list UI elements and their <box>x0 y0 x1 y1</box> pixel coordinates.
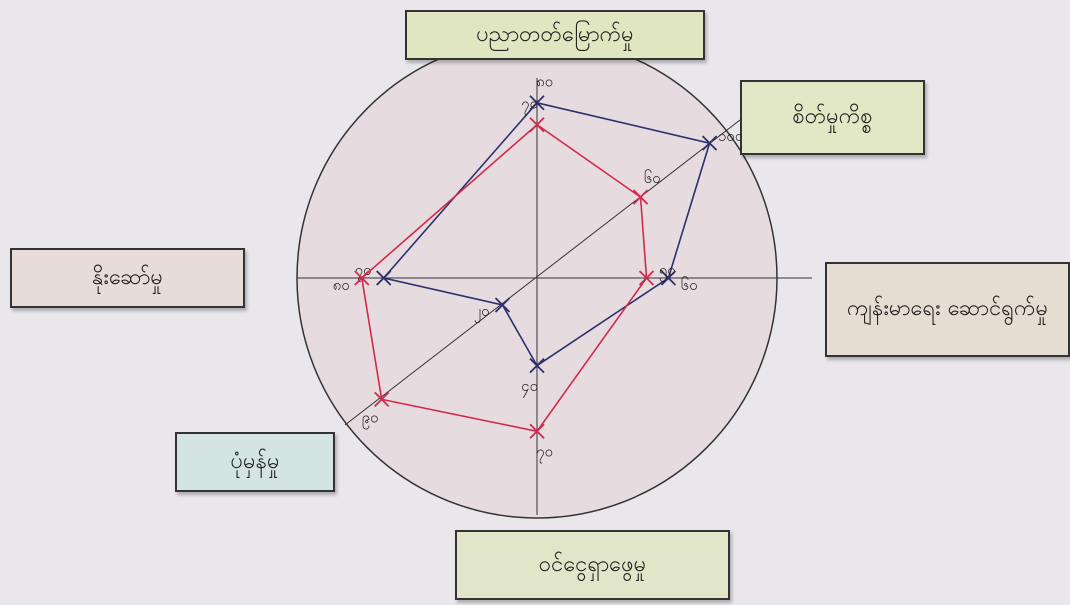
axis-label: ပညာတတ်မြောက်မှု <box>405 10 705 60</box>
axis-label: စိတ်မှုကိစ္စ <box>740 80 925 155</box>
value-label: ၈၀ <box>536 73 553 91</box>
value-label: ၅၀ <box>659 261 676 282</box>
axis-label: နိုးဆော်မှု <box>10 248 245 308</box>
axis-label: ကျန်းမာရေး ဆောင်ရွက်မှု <box>825 262 1070 357</box>
value-label: ၂၀ <box>474 302 490 323</box>
value-label: ၆၀ <box>681 276 698 294</box>
value-label: ၄၀ <box>521 377 538 398</box>
value-label: ၇၀ <box>521 95 538 116</box>
value-label: ၈၀ <box>333 276 350 294</box>
page: ၈၀၁၀၀၆၀၄၀၂၀၇၀၇၀၆၀၅၀၇၀၉၀၈၀ (() => { const… <box>0 0 1070 605</box>
value-label: ၇၀ <box>536 442 553 463</box>
value-label: ၆၀ <box>644 169 661 187</box>
value-label: ၉၀ <box>362 409 379 430</box>
axis-label: ဝင်ငွေရှာဖွေမှု <box>455 530 730 600</box>
axis-label: ပုံမှန်မှု <box>175 432 335 492</box>
